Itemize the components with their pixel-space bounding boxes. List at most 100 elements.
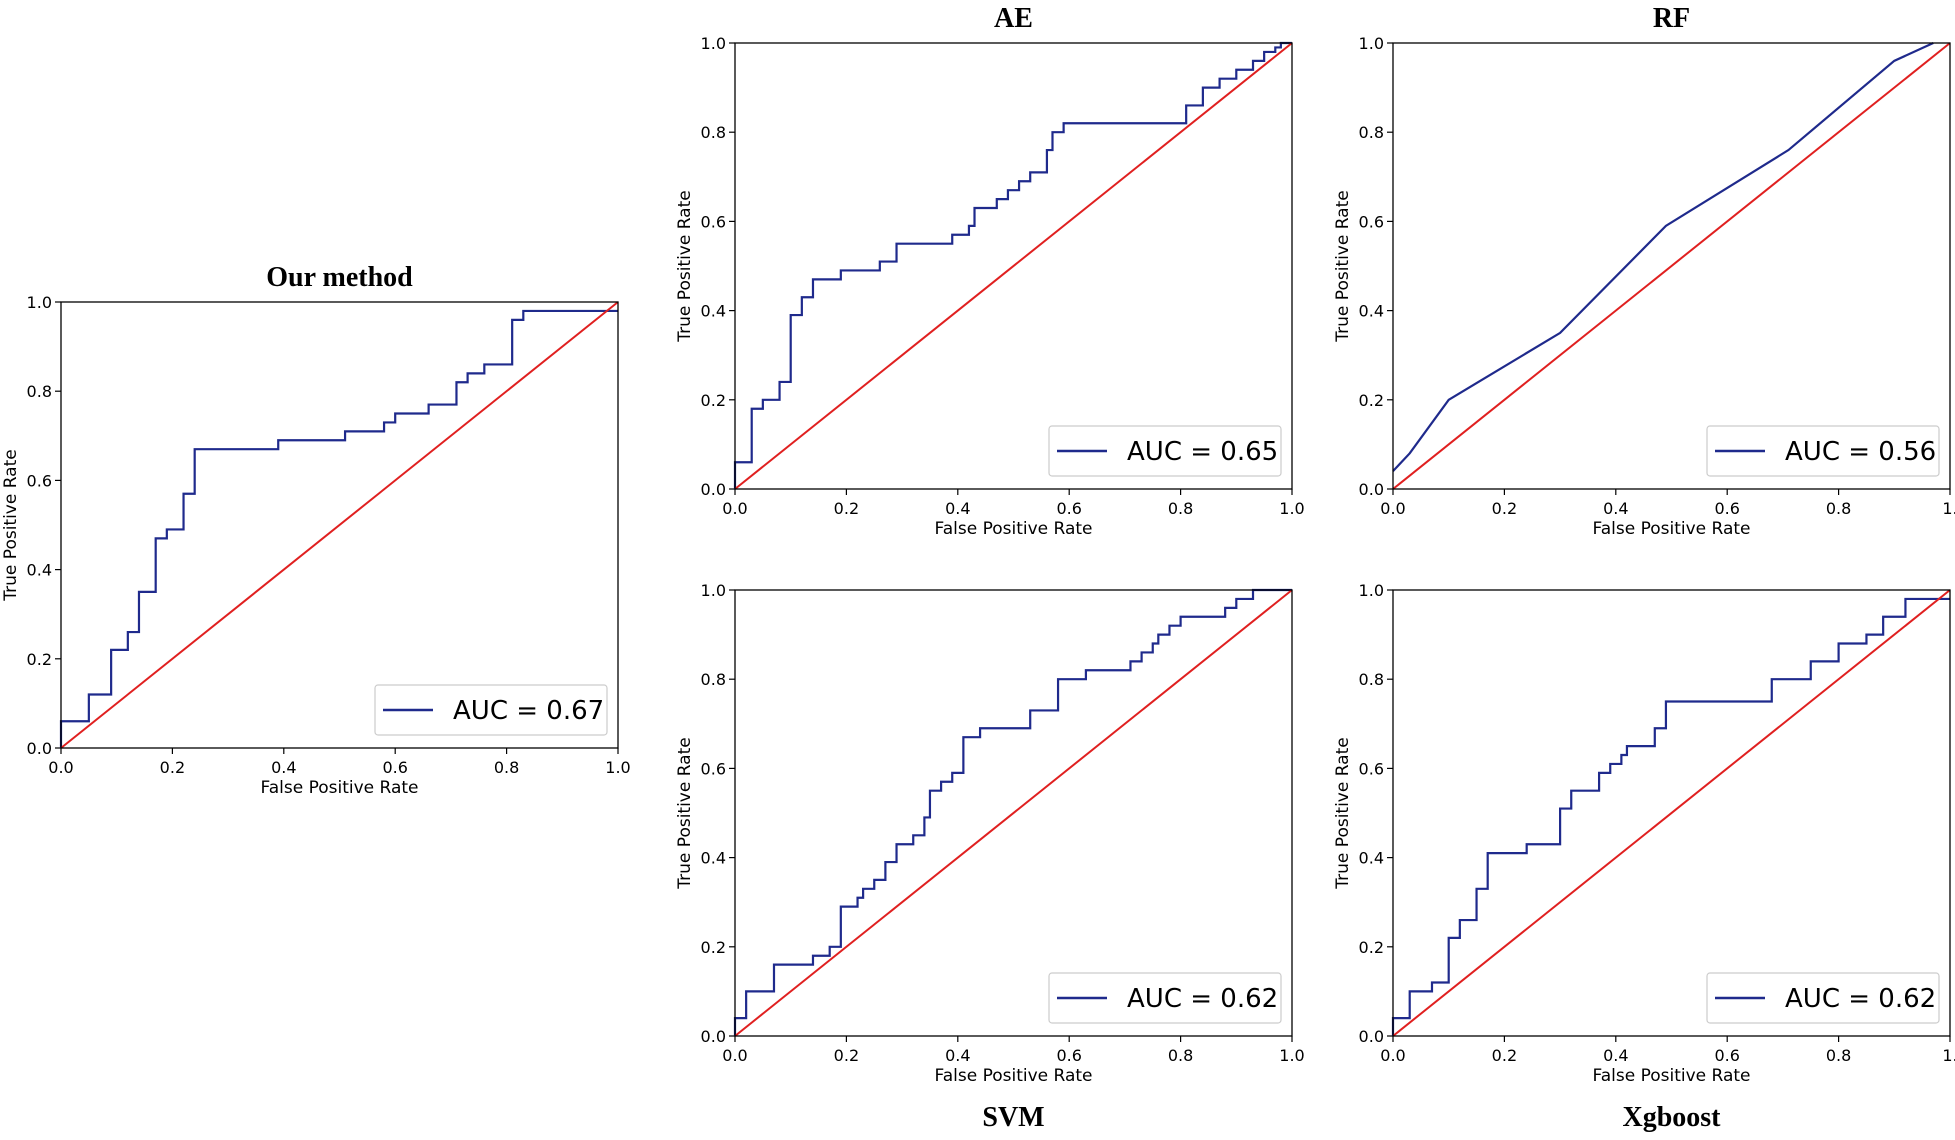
x-tick-label: 0.8 [1168, 499, 1193, 518]
x-tick-label: 0.8 [1826, 499, 1851, 518]
y-tick-label: 0.8 [1359, 123, 1384, 142]
chart-title: AE [994, 3, 1033, 34]
chart-rf: RF 0.0 0.2 0.4 0.6 0.8 1. 0.0 0.2 0.4 0.6 0.8 1.0 Fal… [1333, 3, 1955, 539]
panels: Our method 0.0 0.2 0.4 0.6 0.8 1.0 0.0 0.2 0.4 0.6… [1, 3, 1955, 1133]
y-tick-label: 0.8 [701, 670, 726, 689]
x-tick-label: 0.2 [1492, 499, 1517, 518]
x-tick-label: 0.6 [382, 758, 407, 777]
x-tick-label: 0.6 [1056, 1046, 1081, 1065]
y-tick-label: 0.8 [701, 123, 726, 142]
y-tick-label: 0.6 [1359, 759, 1384, 778]
x-tick-label: 0.4 [271, 758, 296, 777]
y-tick-label: 0.0 [27, 739, 52, 758]
plot-frame [734, 589, 1293, 1037]
y-tick-label: 0.0 [701, 1027, 726, 1046]
chart-title: Our method [266, 262, 413, 293]
legend-label: AUC = 0.62 [1785, 984, 1936, 1014]
legend-label: AUC = 0.65 [1127, 437, 1278, 467]
x-tick-label: 0.6 [1714, 1046, 1739, 1065]
roc-curve-line [59, 309, 618, 748]
legend-box [1706, 425, 1940, 477]
plot-frame [1392, 42, 1951, 490]
y-tick-label: 0.0 [701, 480, 726, 499]
legend-box [1048, 425, 1282, 477]
x-tick-label: 1.0 [1279, 499, 1304, 518]
y-tick-label: 0.4 [1359, 302, 1384, 321]
x-tick-label: 0.4 [945, 499, 970, 518]
x-tick-label: 0.6 [1714, 499, 1739, 518]
x-axis-label: False Positive Rate [935, 1066, 1093, 1086]
y-axis-label: True Positive Rate [675, 190, 695, 342]
legend: AUC = 0.56 [1706, 425, 1940, 477]
legend-box [1706, 972, 1940, 1024]
plot-frame [1392, 589, 1951, 1037]
legend: AUC = 0.65 [1048, 425, 1282, 477]
roc-curve-line [733, 588, 1292, 1036]
x-tick-label: 1.0 [1279, 1046, 1304, 1065]
y-tick-label: 0.2 [27, 650, 52, 669]
x-tick-label: 0.0 [1380, 1046, 1405, 1065]
y-tick-label: 1.0 [1359, 34, 1384, 53]
x-tick-label: 0.4 [1603, 1046, 1628, 1065]
roc-curve-line [1392, 41, 1934, 472]
roc-curve-line [733, 41, 1292, 489]
y-tick-label: 1.0 [701, 34, 726, 53]
chart-ae: AE 0.0 0.2 0.4 0.6 0.8 1.0 0.0 0.2 0.4 0.6 0.8 1.0 Fa… [675, 3, 1305, 539]
x-tick-label: 0.2 [1492, 1046, 1517, 1065]
legend: AUC = 0.67 [374, 684, 608, 736]
chance-diagonal-line [734, 589, 1293, 1037]
y-tick-label: 0.0 [1359, 1027, 1384, 1046]
legend-box [374, 684, 608, 736]
x-axis-label: False Positive Rate [1593, 519, 1751, 539]
x-tick-label: 1. [1942, 499, 1955, 518]
y-tick-label: 0.2 [1359, 938, 1384, 957]
chance-diagonal-line [1392, 589, 1951, 1037]
chart-our-method: Our method 0.0 0.2 0.4 0.6 0.8 1.0 0.0 0.2 0.4 0.6… [1, 262, 631, 798]
x-tick-label: 0.2 [834, 1046, 859, 1065]
y-tick-label: 0.4 [27, 561, 52, 580]
y-axis-label: True Positive Rate [675, 737, 695, 889]
chart-svm: SVM 0.0 0.2 0.4 0.6 0.8 1.0 0.0 0.2 0.4 0.6 0.8 1.0 F… [675, 581, 1305, 1133]
x-tick-label: 1.0 [605, 758, 630, 777]
y-tick-label: 1.0 [27, 293, 52, 312]
x-tick-label: 1. [1942, 1046, 1955, 1065]
y-tick-label: 0.6 [701, 212, 726, 231]
y-tick-label: 0.4 [701, 849, 726, 868]
plot-frame [60, 301, 619, 749]
y-tick-label: 0.6 [1359, 212, 1384, 231]
x-tick-label: 0.2 [160, 758, 185, 777]
x-tick-label: 0.0 [1380, 499, 1405, 518]
x-axis-label: False Positive Rate [261, 778, 419, 798]
chance-diagonal-line [734, 42, 1293, 490]
chart-title: RF [1653, 3, 1690, 34]
y-axis-label: True Positive Rate [1, 449, 21, 601]
y-axis-label: True Positive Rate [1333, 190, 1353, 342]
y-tick-label: 0.2 [701, 938, 726, 957]
x-tick-label: 0.0 [722, 499, 747, 518]
roc-curve-line [1391, 597, 1950, 1036]
x-tick-label: 0.8 [494, 758, 519, 777]
y-tick-label: 0.6 [701, 759, 726, 778]
legend: AUC = 0.62 [1048, 972, 1282, 1024]
y-tick-label: 0.0 [1359, 480, 1384, 499]
legend-box [1048, 972, 1282, 1024]
legend-label: AUC = 0.56 [1785, 437, 1936, 467]
plot-frame [734, 42, 1293, 490]
chart-xgboost: Xgboost 0.0 0.2 0.4 0.6 0.8 1. 0.0 0.2 0.4 0.6 0.8 1… [1333, 581, 1955, 1133]
legend-label: AUC = 0.67 [453, 696, 604, 726]
y-tick-label: 0.8 [27, 382, 52, 401]
y-tick-label: 0.2 [701, 391, 726, 410]
legend: AUC = 0.62 [1706, 972, 1940, 1024]
x-axis-label: False Positive Rate [935, 519, 1093, 539]
y-axis-label: True Positive Rate [1333, 737, 1353, 889]
x-tick-label: 0.0 [722, 1046, 747, 1065]
y-tick-label: 1.0 [701, 581, 726, 600]
y-tick-label: 0.8 [1359, 670, 1384, 689]
x-tick-label: 0.4 [945, 1046, 970, 1065]
y-tick-label: 0.4 [701, 302, 726, 321]
x-tick-label: 0.2 [834, 499, 859, 518]
chart-title: Xgboost [1622, 1102, 1721, 1133]
y-tick-label: 1.0 [1359, 581, 1384, 600]
